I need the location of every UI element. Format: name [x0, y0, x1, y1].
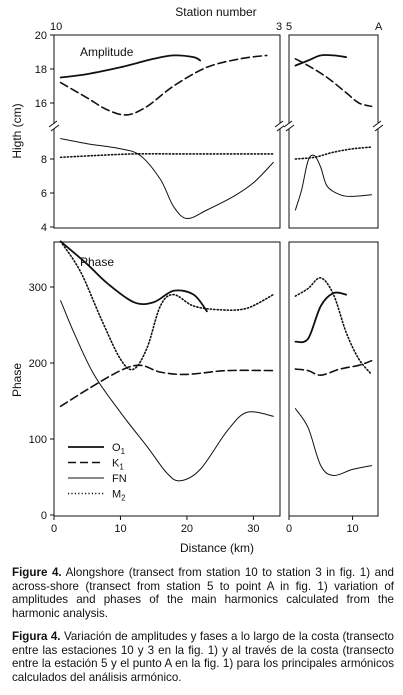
station-marker-end-left: 3: [276, 21, 282, 33]
amp-lower-ytick-6-label: 6: [41, 188, 47, 200]
phase-m2-alongshore-line: [59, 240, 275, 371]
xtick-left-30-label: 30: [247, 523, 259, 535]
amp-lower-ytick-4-label: 4: [41, 222, 47, 234]
amplitude-frame-right: [288, 34, 379, 229]
phase-ytick-200-label: 200: [29, 358, 47, 370]
axis-break-right-slash-b: [285, 124, 295, 132]
axis-break-left-gap: [49, 123, 59, 129]
x-axis-title: Distance (km): [180, 541, 254, 555]
caption-text-english: Alongshore (transect from station 10 to …: [12, 566, 394, 620]
xtick-left-20-label: 20: [181, 523, 193, 535]
legend-label-o1: O1: [112, 442, 126, 456]
amplitude-y-axis-title: Higth (cm): [10, 103, 24, 158]
axis-break-left-end-slash-b: [276, 124, 286, 132]
caption-label-spanish: Figura 4.: [12, 630, 61, 643]
phase-fn-alongshore-line: [60, 300, 274, 482]
amplitude-k1-acrossshore-line: [294, 58, 373, 108]
axis-break-right: [283, 120, 295, 132]
amp-upper-ytick-18-label: 18: [35, 64, 47, 76]
figure-caption-english: Figure 4. Alongshore (transect from stat…: [12, 566, 394, 620]
amplitude-m2-alongshore-line: [59, 152, 275, 159]
phase-panel-label: Phase: [80, 255, 114, 269]
amplitude-fn-acrossshore-line: [294, 154, 373, 211]
amplitude-o1-acrossshore-line: [294, 54, 348, 67]
axis-break-right-gap: [284, 123, 294, 129]
station-marker-start-left: 10: [50, 21, 62, 33]
axis-break-left-slash-b: [50, 124, 60, 132]
axis-break-left-end-slash-a: [274, 120, 284, 128]
phase-frame-left: [53, 241, 281, 517]
station-marker-end-right: A: [375, 21, 383, 33]
xtick-right-10-label: 10: [346, 523, 358, 535]
axis-break-right-end-slash-a: [372, 120, 382, 128]
phase-o1-alongshore-line: [59, 240, 208, 313]
figure-caption-spanish: Figura 4. Variación de amplitudes y fase…: [12, 630, 394, 684]
phase-ytick-0-label: 0: [41, 510, 47, 522]
series-lines: [59, 54, 373, 482]
axis-break-left-end: [274, 120, 286, 132]
axis-break-right-end-gap: [373, 123, 383, 129]
amp-upper-ytick-16-label: 16: [35, 98, 47, 110]
legend-label-m2: M2: [112, 489, 126, 503]
phase-y-axis-title: Phase: [10, 363, 24, 397]
phase-frame-right: [288, 241, 379, 517]
amplitude-frame-left: [53, 34, 281, 229]
amplitude-m2-acrossshore-line: [294, 146, 373, 160]
panel-frames: [48, 34, 384, 517]
axis-break-right-slash-a: [283, 120, 293, 128]
amplitude-o1-alongshore-line: [59, 54, 202, 79]
phase-ytick-300-label: 300: [29, 282, 47, 294]
legend-label-fn: FN: [112, 473, 127, 485]
legend-label-k1: K1: [112, 458, 124, 472]
phase-m2-acrossshore-line: [294, 277, 373, 376]
xtick-right-0-label: 0: [286, 523, 292, 535]
axis-break-left-end-gap: [275, 123, 285, 129]
station-axis-title: Station number: [175, 5, 256, 19]
phase-k1-alongshore-line: [59, 364, 275, 408]
amplitude-k1-alongshore-line: [59, 54, 268, 116]
axis-break-right-end-slash-b: [374, 124, 384, 132]
axis-break-right-end: [372, 120, 384, 132]
amplitude-panel-label: Amplitude: [80, 45, 134, 59]
phase-ytick-100-label: 100: [29, 434, 47, 446]
amp-upper-ytick-20-label: 20: [35, 30, 47, 42]
caption-label-english: Figure 4.: [12, 566, 62, 579]
phase-o1-acrossshore-line: [294, 291, 348, 344]
xtick-left-10-label: 10: [114, 523, 126, 535]
axis-break-left-slash-a: [48, 120, 58, 128]
xtick-left-0-label: 0: [51, 523, 57, 535]
caption-text-spanish: Variación de amplitudes y fases a lo lar…: [12, 630, 394, 684]
phase-k1-acrossshore-line: [294, 359, 373, 377]
phase-fn-acrossshore-line: [294, 408, 373, 477]
station-marker-start-right: 5: [286, 21, 292, 33]
amp-lower-ytick-8-label: 8: [41, 154, 47, 166]
amplitude-fn-alongshore-line: [60, 138, 274, 220]
axis-break-left: [48, 120, 60, 132]
